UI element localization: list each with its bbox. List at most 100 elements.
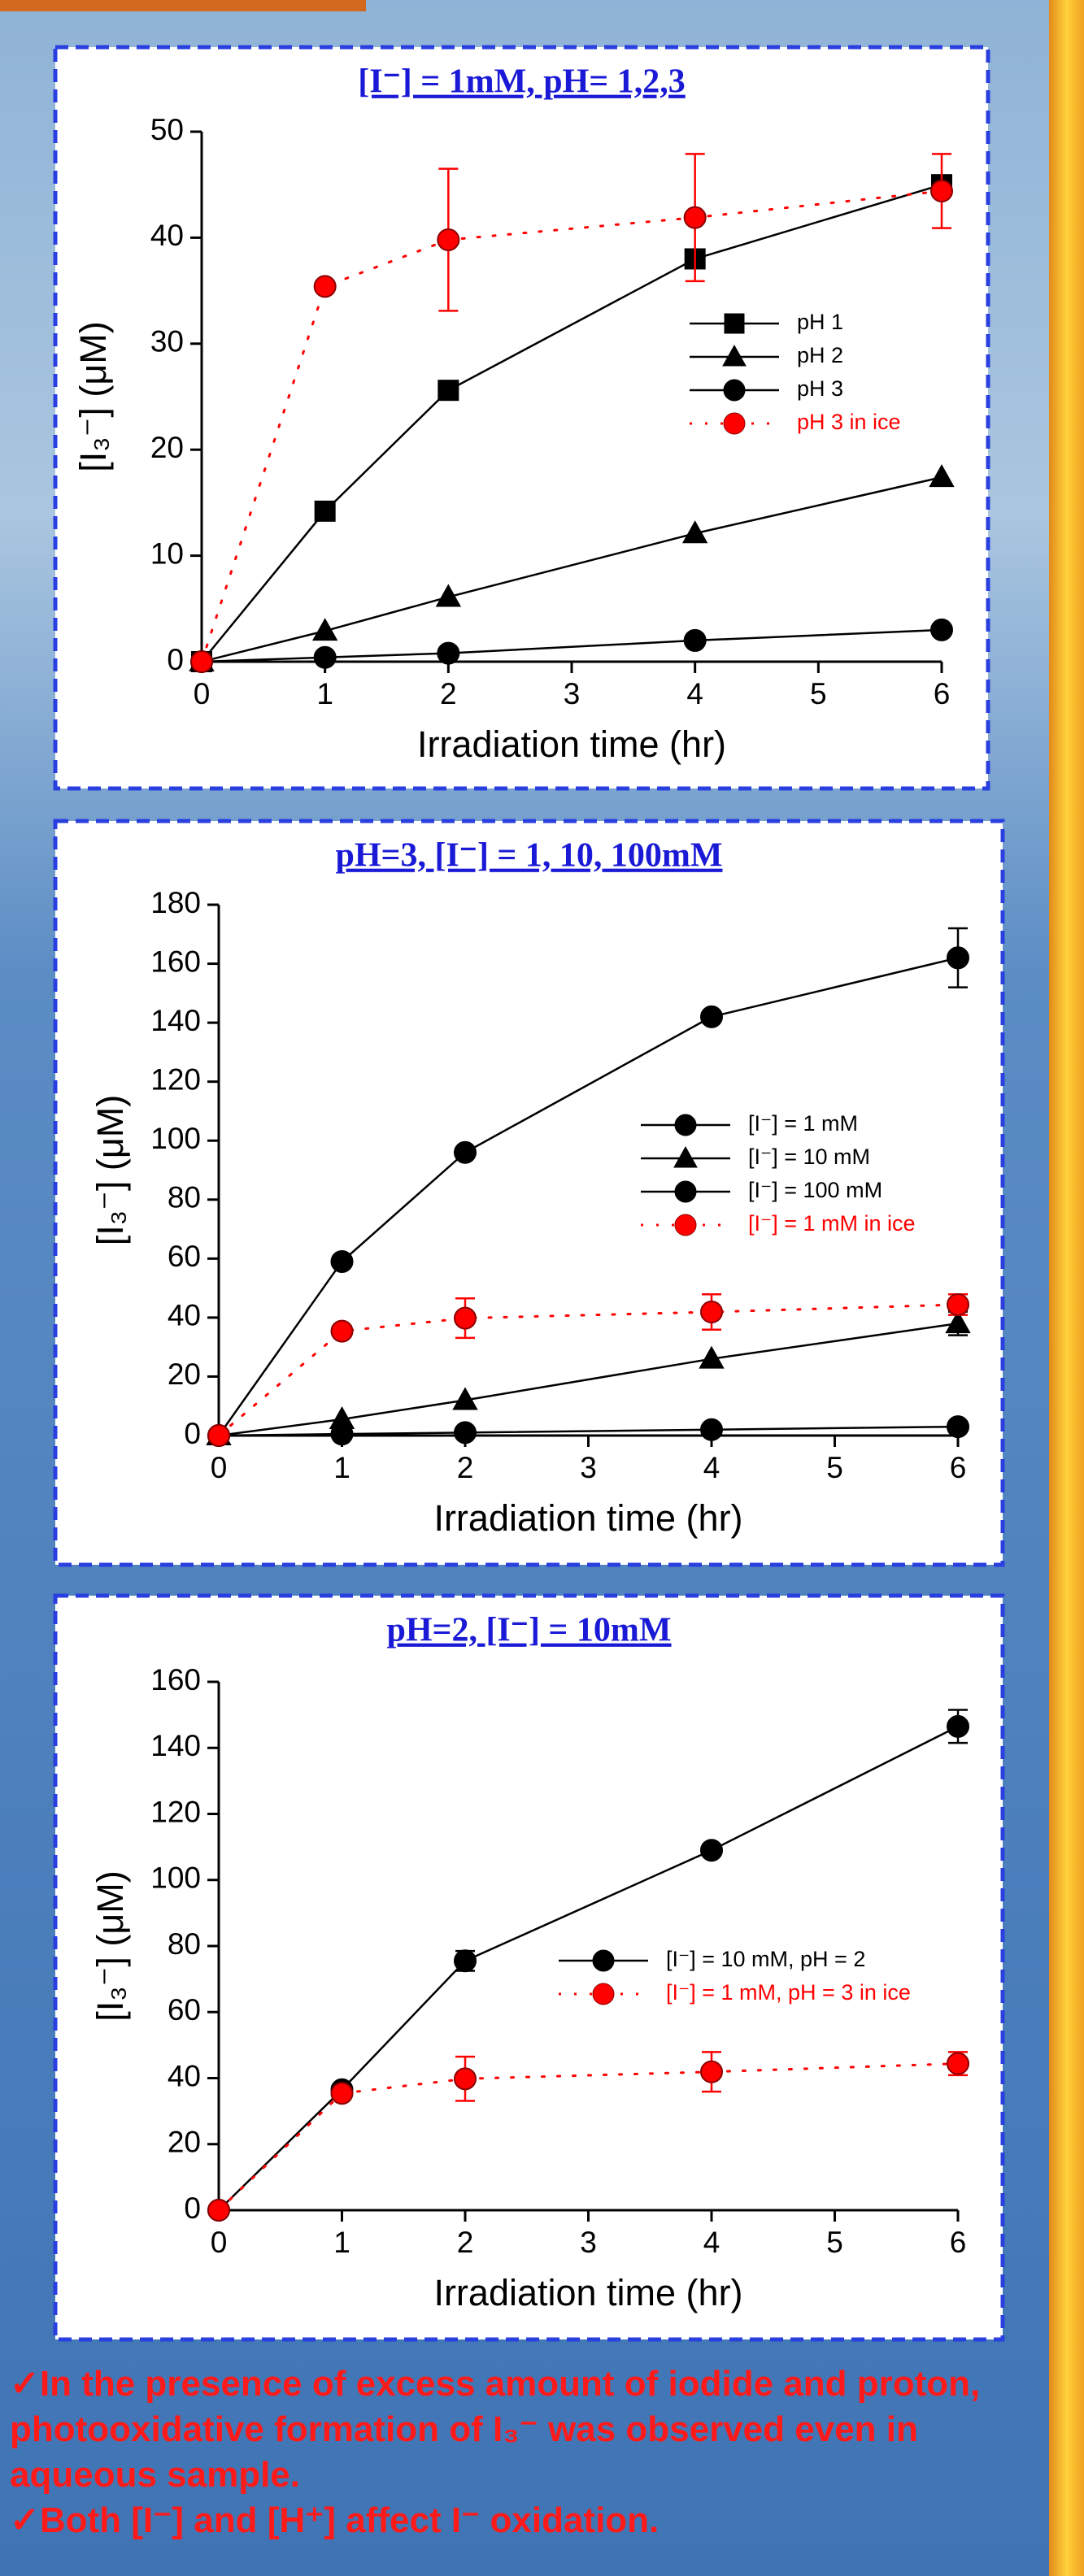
x-tick-label: 5 bbox=[826, 2226, 843, 2259]
x-axis-label: Irradiation time (hr) bbox=[417, 723, 726, 765]
marker bbox=[454, 1949, 477, 1973]
y-axis-label: [I₃⁻] (μM) bbox=[72, 321, 114, 471]
y-tick-label: 20 bbox=[168, 2126, 201, 2159]
chart-title: pH=3, [I⁻] = 1, 10, 100mM bbox=[335, 837, 722, 875]
y-tick-label: 40 bbox=[168, 1299, 201, 1332]
marker bbox=[330, 1319, 354, 1343]
y-tick-label: 50 bbox=[150, 113, 184, 146]
marker bbox=[435, 584, 462, 607]
x-axis-label: Irradiation time (hr) bbox=[433, 2272, 742, 2313]
y-tick-label: 60 bbox=[168, 1240, 201, 1273]
x-tick-label: 4 bbox=[703, 2226, 720, 2259]
marker bbox=[700, 1300, 723, 1323]
legend-marker bbox=[722, 344, 747, 367]
marker bbox=[190, 650, 213, 673]
legend-marker bbox=[674, 1214, 697, 1236]
marker bbox=[683, 628, 707, 652]
marker bbox=[313, 645, 337, 669]
y-tick-label: 0 bbox=[167, 643, 184, 676]
marker bbox=[683, 206, 707, 229]
marker bbox=[930, 180, 953, 203]
x-tick-label: 0 bbox=[211, 1451, 228, 1484]
marker bbox=[929, 464, 955, 488]
x-tick-label: 1 bbox=[333, 2226, 350, 2259]
legend-marker bbox=[674, 1114, 697, 1136]
y-tick-label: 120 bbox=[150, 1795, 201, 1828]
marker bbox=[330, 1249, 354, 1273]
note: ✓Both [I⁻] and [H⁺] affect I⁻ oxidation. bbox=[10, 2500, 660, 2540]
y-tick-label: 0 bbox=[184, 1417, 201, 1450]
legend-label: pH 1 bbox=[797, 310, 843, 334]
legend-marker bbox=[723, 379, 746, 402]
y-tick-label: 20 bbox=[150, 431, 184, 464]
legend-marker bbox=[592, 1983, 615, 2005]
x-tick-label: 1 bbox=[333, 1451, 350, 1484]
y-tick-label: 100 bbox=[150, 1122, 201, 1155]
marker bbox=[700, 1005, 723, 1028]
notes: ✓In the presence of excess amount of iod… bbox=[10, 2361, 1043, 2543]
y-tick-label: 120 bbox=[150, 1062, 201, 1096]
marker bbox=[437, 228, 460, 252]
x-tick-label: 3 bbox=[580, 2226, 597, 2259]
marker bbox=[330, 2082, 354, 2105]
legend-marker bbox=[723, 412, 746, 435]
top-bar bbox=[0, 0, 366, 11]
x-tick-label: 3 bbox=[580, 1451, 597, 1484]
chart-title: [I⁻] = 1mM, pH= 1,2,3 bbox=[358, 63, 686, 101]
legend-label: [I⁻] = 1 mM bbox=[748, 1111, 858, 1136]
marker bbox=[207, 1424, 230, 1447]
marker bbox=[329, 1406, 355, 1430]
marker bbox=[437, 641, 460, 665]
marker bbox=[700, 1418, 723, 1441]
y-tick-label: 100 bbox=[150, 1861, 201, 1895]
legend-label: pH 3 in ice bbox=[797, 410, 901, 434]
marker bbox=[314, 500, 336, 522]
marker bbox=[700, 2060, 723, 2083]
y-tick-label: 160 bbox=[150, 1663, 201, 1696]
series-line bbox=[217, 1303, 960, 1437]
y-tick-label: 20 bbox=[168, 1358, 201, 1391]
marker bbox=[700, 1839, 723, 1862]
x-tick-label: 5 bbox=[826, 1451, 843, 1484]
x-tick-label: 0 bbox=[211, 2226, 228, 2259]
y-axis-label: [I₃⁻] (μM) bbox=[89, 1870, 131, 2021]
marker bbox=[947, 2052, 969, 2075]
marker bbox=[438, 380, 459, 402]
marker bbox=[681, 520, 708, 544]
note: ✓In the presence of excess amount of iod… bbox=[10, 2364, 981, 2495]
legend-label: [I⁻] = 10 mM, pH = 2 bbox=[666, 1947, 865, 1971]
x-tick-label: 2 bbox=[457, 1451, 474, 1484]
y-tick-label: 0 bbox=[184, 2192, 201, 2225]
side-stripe bbox=[1049, 0, 1084, 2576]
x-tick-label: 6 bbox=[950, 2226, 967, 2259]
legend-marker bbox=[673, 1145, 698, 1168]
marker bbox=[311, 618, 338, 641]
marker bbox=[454, 1306, 477, 1330]
legend-marker bbox=[724, 313, 745, 334]
x-tick-label: 6 bbox=[934, 677, 951, 710]
legend-marker bbox=[592, 1949, 615, 1972]
x-tick-label: 6 bbox=[950, 1451, 967, 1484]
x-tick-label: 4 bbox=[703, 1451, 720, 1484]
legend-marker bbox=[674, 1180, 697, 1203]
x-tick-label: 2 bbox=[440, 677, 457, 710]
x-axis-label: Irradiation time (hr) bbox=[433, 1497, 742, 1539]
marker bbox=[947, 1714, 969, 1738]
marker bbox=[947, 1415, 969, 1439]
marker bbox=[930, 618, 953, 641]
marker bbox=[945, 1310, 971, 1334]
x-tick-label: 4 bbox=[686, 677, 703, 710]
marker bbox=[454, 1421, 477, 1444]
marker bbox=[947, 1292, 969, 1316]
legend-label: pH 3 bbox=[797, 376, 843, 401]
marker bbox=[454, 2067, 477, 2091]
x-tick-label: 3 bbox=[564, 677, 581, 710]
y-tick-label: 140 bbox=[150, 1729, 201, 1762]
marker bbox=[947, 946, 969, 970]
chart-title: pH=2, [I⁻] = 10mM bbox=[386, 1612, 671, 1649]
y-tick-label: 40 bbox=[168, 2059, 201, 2092]
legend-label: pH 2 bbox=[797, 343, 843, 367]
marker bbox=[699, 1345, 725, 1369]
